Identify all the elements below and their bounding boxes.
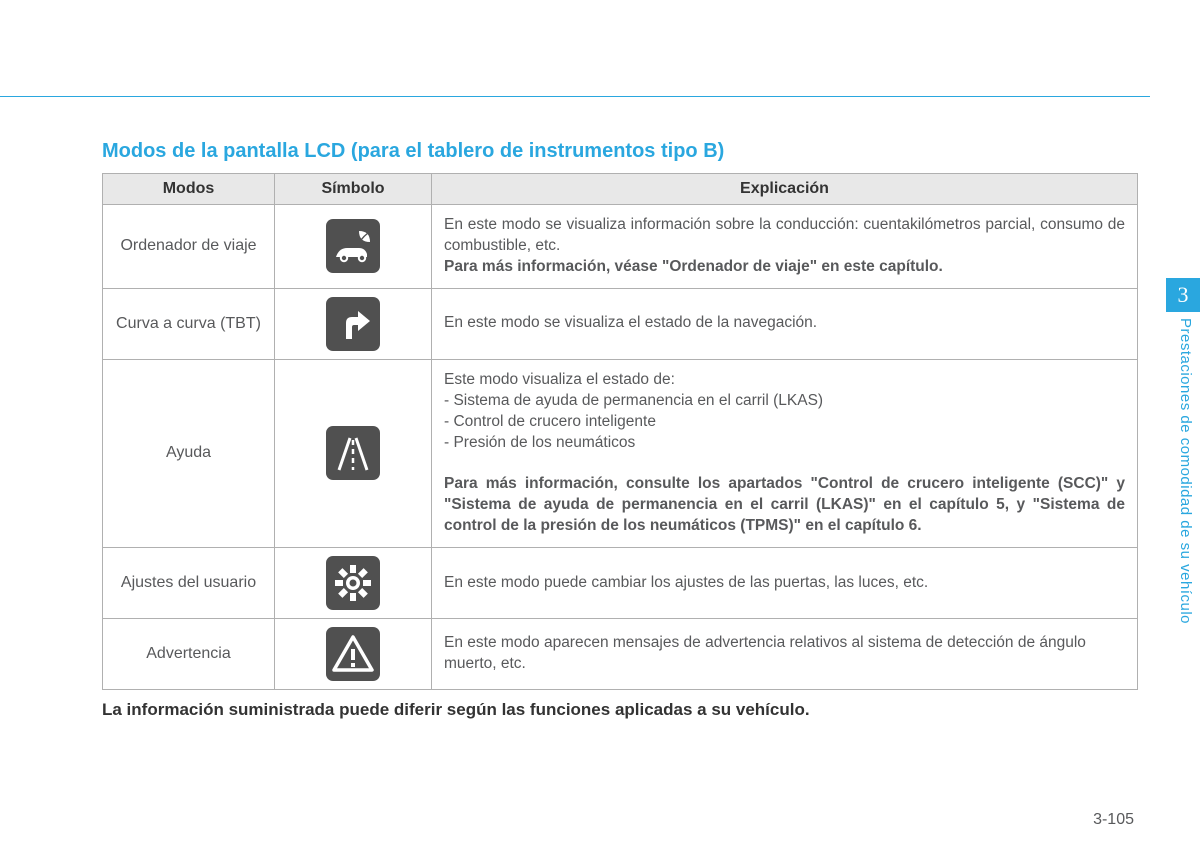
gear-icon [326, 556, 380, 610]
car-leaf-icon [326, 219, 380, 273]
table-row: Advertencia En este modo aparecen mensaj… [103, 619, 1138, 690]
explanation-cell: En este modo puede cambiar los ajustes d… [432, 548, 1138, 619]
turn-arrow-icon [326, 297, 380, 351]
section-label: Prestaciones de comodidad de su vehículo [1172, 318, 1194, 718]
exp-list-item: - Control de crucero inteligente [444, 413, 656, 430]
exp-text: En este modo se visualiza información so… [444, 216, 1125, 254]
exp-bold: Para más información, consulte los apart… [444, 475, 1125, 534]
mode-label: Ordenador de viaje [103, 205, 275, 289]
mode-label: Ajustes del usuario [103, 548, 275, 619]
symbol-cell [275, 619, 432, 690]
page-content: Modos de la pantalla LCD (para el tabler… [102, 140, 1138, 720]
exp-text: En este modo aparecen mensajes de advert… [444, 634, 1086, 672]
modes-table: Modos Símbolo Explicación Ordenador de v… [102, 173, 1138, 690]
col-modes: Modos [103, 174, 275, 205]
table-row: Ayuda Este modo visualiza el estado de: … [103, 359, 1138, 547]
col-explanation: Explicación [432, 174, 1138, 205]
explanation-cell: En este modo se visualiza información so… [432, 205, 1138, 289]
footnote: La información suministrada puede diferi… [102, 700, 1138, 720]
exp-text: En este modo se visualiza el estado de l… [444, 314, 817, 331]
page-number: 3-105 [1093, 811, 1134, 829]
explanation-cell: Este modo visualiza el estado de: - Sist… [432, 359, 1138, 547]
lane-icon [326, 426, 380, 480]
exp-text: En este modo puede cambiar los ajustes d… [444, 574, 928, 591]
mode-label: Advertencia [103, 619, 275, 690]
page-title: Modos de la pantalla LCD (para el tabler… [102, 140, 1138, 163]
col-symbol: Símbolo [275, 174, 432, 205]
exp-list-item: - Presión de los neumáticos [444, 434, 635, 451]
table-row: Curva a curva (TBT) En este modo se visu… [103, 288, 1138, 359]
symbol-cell [275, 288, 432, 359]
table-row: Ajustes del usuario [103, 548, 1138, 619]
exp-list-intro: Este modo visualiza el estado de: [444, 371, 675, 388]
exp-list-item: - Sistema de ayuda de permanencia en el … [444, 392, 823, 409]
header-rule [0, 96, 1150, 97]
symbol-cell [275, 359, 432, 547]
table-row: Ordenador de viaje En este modo se visua [103, 205, 1138, 289]
explanation-cell: En este modo se visualiza el estado de l… [432, 288, 1138, 359]
symbol-cell [275, 205, 432, 289]
table-header-row: Modos Símbolo Explicación [103, 174, 1138, 205]
mode-label: Curva a curva (TBT) [103, 288, 275, 359]
section-tab: 3 [1166, 278, 1200, 312]
mode-label: Ayuda [103, 359, 275, 547]
symbol-cell [275, 548, 432, 619]
exp-bold: Para más información, véase "Ordenador d… [444, 258, 943, 275]
explanation-cell: En este modo aparecen mensajes de advert… [432, 619, 1138, 690]
warning-icon [326, 627, 380, 681]
